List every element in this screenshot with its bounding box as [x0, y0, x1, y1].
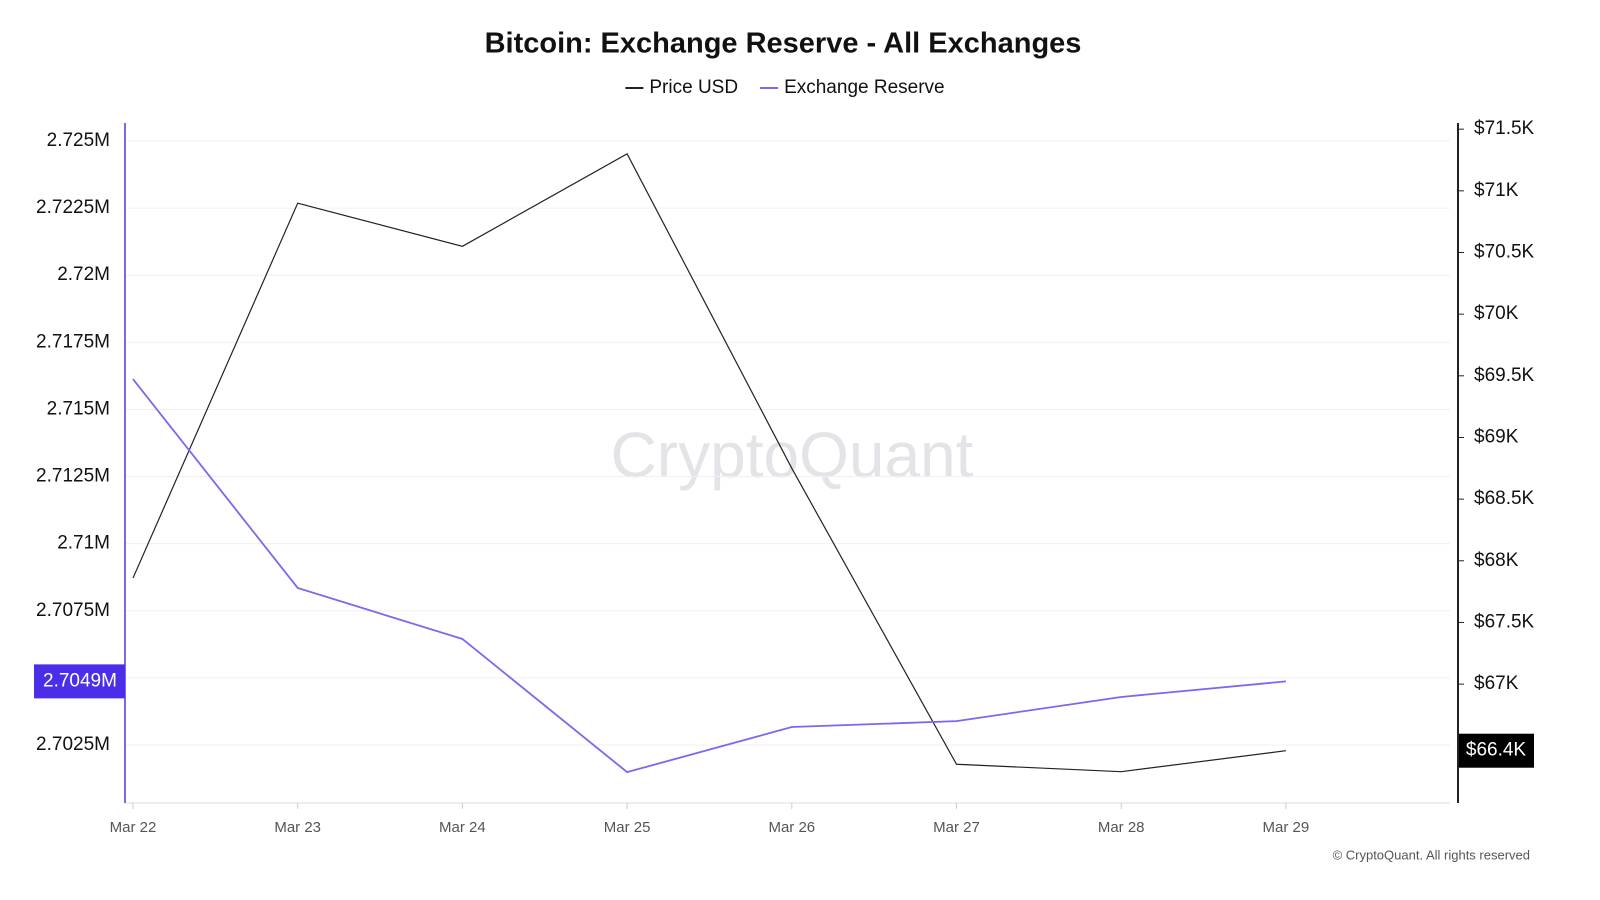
x-tick-label: Mar 23	[274, 819, 321, 836]
x-tick-label: Mar 26	[768, 819, 815, 836]
y-tick-label: 2.7125M	[36, 466, 110, 487]
x-tick-label: Mar 28	[1098, 819, 1145, 836]
y-tick-label: 2.7075M	[36, 600, 110, 621]
x-tick-label: Mar 25	[604, 819, 651, 836]
y-tick-label: 2.715M	[47, 398, 110, 419]
current-value-label: 2.7049M	[43, 670, 117, 691]
series-line	[132, 153, 1286, 773]
chart-title: Bitcoin: Exchange Reserve - All Exchange…	[485, 28, 1082, 60]
y-tick-label: 2.7025M	[36, 734, 110, 755]
y2-tick-label: $69K	[1474, 426, 1519, 447]
y2-tick-label: $68K	[1474, 550, 1519, 571]
y-tick-label: 2.7175M	[36, 331, 110, 352]
y2-tick-label: $67K	[1474, 673, 1519, 694]
y-tick-label: 2.71M	[57, 533, 110, 554]
x-tick-label: Mar 27	[933, 819, 980, 836]
y2-tick-label: $70.5K	[1474, 242, 1535, 263]
current-value-badge	[1459, 733, 1534, 768]
copyright: © CryptoQuant. All rights reserved	[1333, 847, 1530, 862]
current-value-label: $66.4K	[1466, 740, 1527, 761]
y2-tick-label: $70K	[1474, 303, 1519, 324]
legend-label: Price USD	[649, 77, 738, 98]
legend-label: Exchange Reserve	[784, 77, 945, 98]
watermark: CryptoQuant	[611, 419, 974, 491]
y-tick-label: 2.72M	[57, 264, 110, 285]
legend-item[interactable]: Exchange Reserve	[760, 77, 945, 98]
y-tick-label: 2.7225M	[36, 197, 110, 218]
current-value-badge	[34, 664, 125, 699]
y2-tick-label: $69.5K	[1474, 365, 1535, 386]
y2-tick-label: $67.5K	[1474, 611, 1535, 632]
y-tick-label: 2.725M	[47, 130, 110, 151]
x-tick-label: Mar 29	[1263, 819, 1310, 836]
y2-tick-label: $68.5K	[1474, 488, 1535, 509]
legend-item[interactable]: Price USD	[625, 77, 738, 98]
y2-tick-label: $71K	[1474, 180, 1519, 201]
x-tick-label: Mar 22	[110, 819, 157, 836]
series-line	[132, 378, 1286, 774]
x-tick-label: Mar 24	[439, 819, 486, 836]
y2-tick-label: $71.5K	[1474, 118, 1535, 139]
